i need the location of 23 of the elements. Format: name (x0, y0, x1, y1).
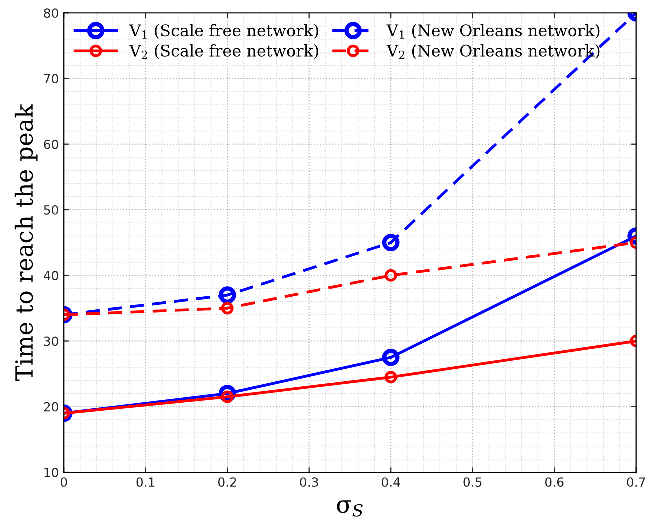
x-axis-title: σ$_{S}$ (337, 500, 363, 517)
y-tick-label: 20 (44, 402, 58, 412)
x-tick-label: 0.7 (627, 478, 646, 488)
x-tick-label: 0.2 (218, 478, 236, 488)
y-axis-title: Time to reach the peak (14, 104, 38, 382)
legend-label: V$_{2}$ (New Orleans network) (386, 44, 600, 60)
y-tick-label: 30 (44, 336, 58, 346)
x-tick-label: 0 (60, 478, 68, 488)
legend-label: V$_{1}$ (Scale free network) (129, 24, 318, 39)
y-tick-label: 80 (44, 8, 58, 18)
x-tick-label: 0.4 (382, 478, 400, 488)
legend-label: V$_{2}$ (Scale free network) (129, 44, 318, 60)
y-tick-label: 50 (44, 205, 58, 215)
x-tick-label: 0.1 (136, 478, 155, 488)
y-tick-label: 10 (44, 468, 58, 478)
y-tick-label: 40 (44, 271, 58, 281)
y-tick-label: 60 (44, 140, 58, 150)
y-tick-label: 70 (44, 74, 58, 84)
point (382, 234, 400, 252)
x-tick-label: 0.3 (300, 478, 318, 488)
x-tick-label: 0.5 (464, 478, 482, 488)
legend-label: V$_{1}$ (New Orleans network) (386, 24, 600, 39)
x-tick-label: 0.6 (545, 478, 564, 488)
